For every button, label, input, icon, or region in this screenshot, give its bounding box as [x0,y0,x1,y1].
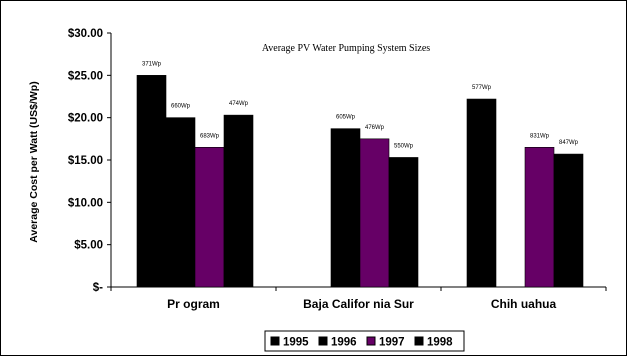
data-label: 683Wp [200,133,220,139]
data-label: 474Wp [229,101,249,107]
y-tick-label: $15.00 [68,155,103,167]
data-label: 847Wp [559,140,579,146]
bar-1997-2 [524,147,555,288]
legend-swatch-1997 [366,336,376,346]
legend-label-1995: 1995 [283,337,309,349]
data-label: 831Wp [530,133,550,139]
bar-1998-0 [223,114,254,288]
bar-1998-2 [553,153,584,288]
x-category-label: Chih uahua [491,297,557,311]
data-label: 605Wp [336,115,356,121]
x-category-label: Pr ogram [167,297,220,311]
chart-bars [136,75,584,288]
legend-label-1998: 1998 [427,337,453,349]
y-tick-label: $20.00 [68,113,103,125]
data-label: 476Wp [365,125,385,131]
bar-1995-0 [136,75,167,288]
legend-swatch-1998 [414,336,424,346]
legend-box [264,330,465,352]
bar-1996-1 [330,128,361,288]
data-label: 550Wp [394,143,414,149]
legend-swatch-1996 [318,336,328,346]
data-label: 371Wp [142,61,162,67]
y-axis-label: Average Cost per Watt (US$/Wp) [28,81,40,242]
chart-labels: Average PV Water Pumping System Sizes 371… [142,43,579,149]
y-tick-label: $30.00 [68,28,103,40]
y-tick-label: $10.00 [68,197,103,209]
x-category-label: Baja Califor nia Sur [303,297,414,311]
y-tick-label: $- [93,282,103,294]
legend-label-1997: 1997 [379,337,405,349]
legend-label-1996: 1996 [331,337,357,349]
legend-swatch-1995 [270,336,280,346]
bar-1997-0 [194,147,225,288]
bar-1998-1 [388,157,419,288]
chart-legend: 1995 1996 1997 1998 [264,330,465,352]
data-label: 660Wp [171,104,191,110]
bar-1996-0 [165,117,196,288]
y-tick-label: $5.00 [74,240,103,252]
bar-1997-1 [359,138,390,288]
chart-title: Average PV Water Pumping System Sizes [262,43,430,54]
y-tick-label: $25.00 [68,70,103,82]
data-label: 577Wp [472,85,492,91]
chart-axes: $- $5.00 $10.00 $15.00 $20.00 $25.00 $30.00 Ave… [28,28,607,311]
bar-1995-2 [466,98,497,288]
